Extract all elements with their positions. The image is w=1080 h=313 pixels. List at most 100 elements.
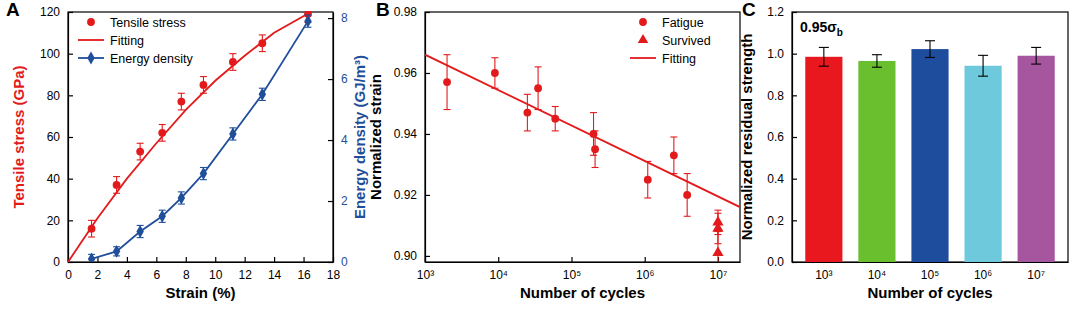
axis-title: Energy density (GJ/m³)	[351, 55, 368, 219]
axis-title: Strain (%)	[165, 284, 235, 301]
tick-mark	[68, 262, 73, 263]
error-cap	[978, 76, 988, 77]
plot-area	[805, 41, 1054, 262]
tick-mark	[68, 95, 73, 96]
series	[88, 15, 312, 262]
tick-label: 10⁵	[563, 268, 581, 282]
error-bar	[159, 210, 166, 222]
axis-title: Number of cycles	[867, 284, 992, 301]
annotation-text: 0.95σ	[800, 19, 837, 35]
tick-mark	[68, 220, 73, 221]
error-stem	[823, 47, 824, 66]
plot-frame	[425, 12, 740, 262]
tick-label: 10³	[417, 268, 434, 282]
tick-mark	[328, 18, 333, 19]
error-cap	[684, 216, 691, 217]
axis-title: Normalized residual strength	[738, 34, 755, 241]
legend-item: Fitting	[630, 52, 696, 66]
tick: 10⁴	[489, 257, 508, 282]
tick-label: 0	[53, 255, 60, 269]
error-cap	[259, 34, 266, 35]
error-cap	[444, 54, 451, 55]
error-cap	[159, 141, 166, 142]
tick: 0.94	[394, 127, 430, 141]
tick: 2	[328, 194, 348, 208]
tick-mark	[792, 54, 797, 55]
tick-mark	[792, 12, 797, 13]
tick-label: 10⁵	[921, 268, 939, 282]
tick-mark	[156, 257, 157, 262]
error-stem	[876, 55, 877, 68]
point	[259, 88, 266, 101]
tick: 0.92	[394, 188, 430, 202]
point	[200, 167, 207, 180]
tick-label: 0.90	[394, 249, 418, 263]
error-bar	[229, 128, 236, 140]
error-cap	[178, 93, 185, 94]
tick: 20	[47, 214, 73, 228]
tick: 80	[47, 89, 73, 103]
legend-item: Fatigue	[639, 16, 704, 30]
tick: 120	[40, 5, 73, 19]
panel: 02468101214161802040608010012002468Strai…	[10, 5, 368, 301]
tick: 40	[47, 172, 73, 186]
tick-mark	[425, 12, 430, 13]
error-bar	[444, 55, 451, 110]
error-cap	[684, 173, 691, 174]
point	[136, 148, 144, 156]
tick-mark	[303, 257, 304, 262]
legend-line	[78, 39, 104, 41]
tick-label: 10⁶	[636, 268, 654, 282]
point	[712, 246, 723, 256]
error-cap	[552, 106, 559, 107]
error-cap	[925, 57, 935, 58]
tick-label: 0.98	[394, 5, 418, 19]
tick-mark	[328, 262, 333, 263]
panel: 10³10⁴10⁵10⁶10⁷0.900.920.940.960.98Numbe…	[367, 5, 741, 301]
y-axis: 0.900.920.940.960.98	[394, 5, 430, 263]
tick: 60	[47, 130, 73, 144]
tick-label: 120	[40, 5, 60, 19]
error-cap	[872, 67, 882, 68]
legend-label: Energy density	[110, 52, 193, 66]
tick: 2	[95, 257, 102, 282]
tick: 1.0	[767, 47, 797, 61]
tick-label: 0.8	[767, 89, 784, 103]
point	[136, 225, 143, 238]
y-axis: 0 20 40 60 80 100 120	[40, 5, 73, 269]
error-cap	[978, 55, 988, 56]
error-cap	[590, 112, 597, 113]
tick-label: 2	[95, 268, 102, 282]
tick-label: 8	[183, 268, 190, 282]
tick-mark	[498, 257, 499, 262]
error-cap	[229, 53, 236, 54]
annotation: 0.95σb	[800, 19, 843, 38]
error-cap	[819, 47, 829, 48]
tick-label: 0.92	[394, 188, 418, 202]
tick-label: 10³	[815, 268, 832, 282]
point	[159, 210, 166, 223]
line	[68, 12, 311, 262]
tick-label: 20	[47, 214, 61, 228]
error-cap	[444, 109, 451, 110]
point	[200, 81, 208, 89]
tick-mark	[186, 257, 187, 262]
legend-item: Survived	[638, 34, 711, 48]
plot-area	[68, 11, 312, 262]
line	[92, 21, 308, 259]
error-bar	[137, 225, 144, 237]
error-cap	[200, 76, 207, 77]
tick-mark	[571, 257, 572, 262]
error-bar	[535, 67, 542, 110]
tick: 12	[238, 257, 252, 282]
tick-mark	[68, 12, 73, 13]
tick-label: 0.0	[767, 255, 784, 269]
tick-label: 100	[40, 47, 60, 61]
axis-line	[793, 262, 1069, 263]
error-cap	[88, 236, 95, 237]
point	[644, 176, 652, 184]
tick-label: 80	[47, 89, 61, 103]
tick: 10⁵	[563, 257, 581, 282]
tick-mark	[68, 137, 73, 138]
series	[712, 210, 723, 262]
